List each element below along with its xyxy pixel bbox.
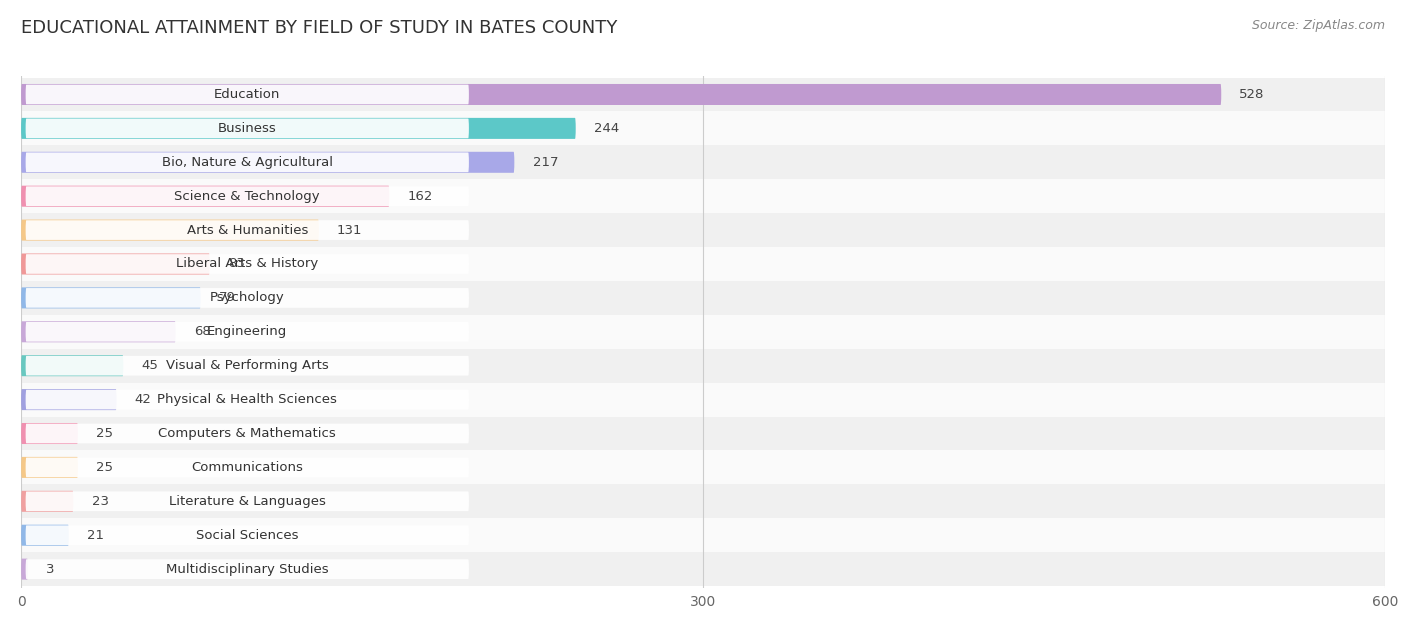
FancyBboxPatch shape	[25, 85, 468, 104]
Bar	[0, 451, 1406, 484]
FancyBboxPatch shape	[25, 119, 468, 138]
Text: Computers & Mathematics: Computers & Mathematics	[159, 427, 336, 440]
FancyBboxPatch shape	[21, 355, 124, 376]
Bar	[0, 382, 1406, 416]
Text: Social Sciences: Social Sciences	[195, 529, 298, 542]
Text: Literature & Languages: Literature & Languages	[169, 495, 326, 507]
Bar	[0, 111, 1406, 145]
FancyBboxPatch shape	[21, 288, 201, 308]
FancyBboxPatch shape	[25, 525, 468, 545]
FancyBboxPatch shape	[21, 253, 209, 274]
Bar	[0, 416, 1406, 451]
Text: Business: Business	[218, 122, 277, 135]
Text: Physical & Health Sciences: Physical & Health Sciences	[157, 393, 337, 406]
FancyBboxPatch shape	[21, 457, 77, 478]
Text: 45: 45	[142, 359, 159, 372]
FancyBboxPatch shape	[25, 390, 468, 410]
Bar	[0, 484, 1406, 518]
Text: Multidisciplinary Studies: Multidisciplinary Studies	[166, 562, 329, 576]
Text: Psychology: Psychology	[209, 291, 284, 305]
FancyBboxPatch shape	[25, 322, 468, 342]
Bar	[0, 552, 1406, 586]
Text: 25: 25	[96, 427, 112, 440]
Text: 528: 528	[1240, 88, 1265, 101]
FancyBboxPatch shape	[21, 321, 176, 343]
FancyBboxPatch shape	[25, 423, 468, 443]
Text: 131: 131	[337, 224, 363, 236]
FancyBboxPatch shape	[21, 525, 69, 545]
Bar	[0, 179, 1406, 213]
Text: 23: 23	[91, 495, 108, 507]
Text: 68: 68	[194, 325, 211, 338]
FancyBboxPatch shape	[25, 492, 468, 511]
FancyBboxPatch shape	[21, 186, 389, 207]
Bar	[0, 78, 1406, 111]
Text: Bio, Nature & Agricultural: Bio, Nature & Agricultural	[162, 156, 333, 169]
FancyBboxPatch shape	[21, 559, 28, 580]
Text: 21: 21	[87, 529, 104, 542]
Text: Visual & Performing Arts: Visual & Performing Arts	[166, 359, 329, 372]
FancyBboxPatch shape	[21, 84, 1222, 105]
Bar	[0, 518, 1406, 552]
FancyBboxPatch shape	[25, 288, 468, 308]
Text: 79: 79	[219, 291, 236, 305]
Text: 217: 217	[533, 156, 558, 169]
Text: 244: 244	[593, 122, 619, 135]
Text: 25: 25	[96, 461, 112, 474]
FancyBboxPatch shape	[25, 152, 468, 172]
FancyBboxPatch shape	[25, 186, 468, 206]
FancyBboxPatch shape	[25, 458, 468, 477]
FancyBboxPatch shape	[25, 221, 468, 240]
Text: 42: 42	[135, 393, 152, 406]
Bar	[0, 213, 1406, 247]
Text: Education: Education	[214, 88, 280, 101]
Text: 162: 162	[408, 190, 433, 203]
Text: EDUCATIONAL ATTAINMENT BY FIELD OF STUDY IN BATES COUNTY: EDUCATIONAL ATTAINMENT BY FIELD OF STUDY…	[21, 19, 617, 37]
Bar	[0, 145, 1406, 179]
FancyBboxPatch shape	[25, 559, 468, 579]
Bar	[0, 349, 1406, 382]
Text: Communications: Communications	[191, 461, 304, 474]
Text: 83: 83	[228, 257, 245, 270]
Text: Source: ZipAtlas.com: Source: ZipAtlas.com	[1251, 19, 1385, 32]
Text: Liberal Arts & History: Liberal Arts & History	[176, 257, 318, 270]
Bar	[0, 281, 1406, 315]
Bar	[0, 247, 1406, 281]
FancyBboxPatch shape	[21, 152, 515, 173]
Text: Engineering: Engineering	[207, 325, 287, 338]
FancyBboxPatch shape	[21, 423, 77, 444]
Bar	[0, 315, 1406, 349]
FancyBboxPatch shape	[21, 118, 575, 139]
FancyBboxPatch shape	[21, 491, 73, 512]
FancyBboxPatch shape	[21, 389, 117, 410]
FancyBboxPatch shape	[25, 356, 468, 375]
Text: Arts & Humanities: Arts & Humanities	[187, 224, 308, 236]
FancyBboxPatch shape	[25, 254, 468, 274]
Text: 3: 3	[46, 562, 55, 576]
FancyBboxPatch shape	[21, 219, 319, 241]
Text: Science & Technology: Science & Technology	[174, 190, 321, 203]
